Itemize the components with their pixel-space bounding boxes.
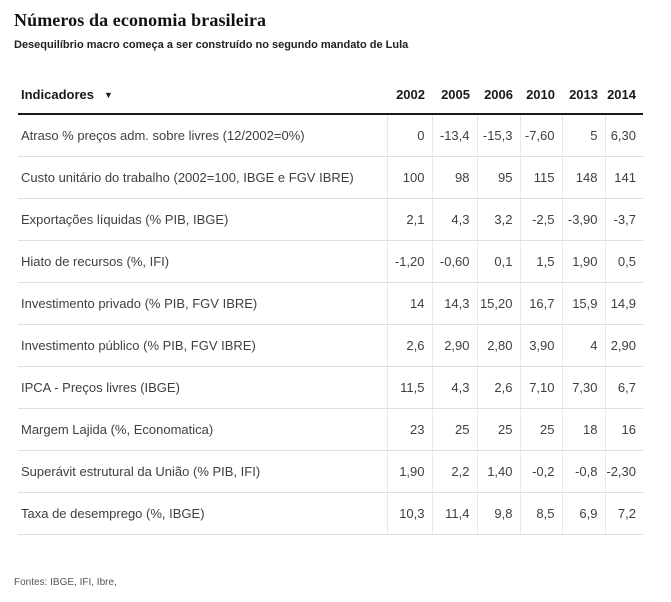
table-row: Exportações líquidas (% PIB, IBGE) 2,1 4,3…: [18, 198, 643, 241]
value-cell: 15,9: [561, 282, 605, 325]
indicators-header-label: Indicadores: [21, 87, 94, 102]
value-cell: 1,90: [386, 450, 432, 493]
value-cell: -7,60: [519, 114, 562, 157]
value-cell: 6,30: [604, 114, 643, 157]
value-cell: 6,9: [561, 492, 605, 535]
table-row: Superávit estrutural da União (% PIB, IF…: [18, 450, 643, 493]
value-cell: 0,1: [476, 240, 520, 283]
column-header-year-2014: 2014: [605, 87, 643, 115]
indicator-label: Margem Lajida (%, Economatica): [18, 408, 387, 451]
value-cell: 9,8: [476, 492, 520, 535]
table-header-row: Indicadores ▼ 2002 2005 2006 2010 2013 2014: [18, 87, 643, 115]
value-cell: -2,30: [604, 450, 643, 493]
value-cell: 14,9: [604, 282, 643, 325]
sources-note: Fontes: IBGE, IFI, Ibre,: [14, 577, 117, 588]
value-cell: -13,4: [431, 114, 477, 157]
sort-descending-icon: ▼: [103, 90, 113, 100]
value-cell: 148: [561, 156, 605, 199]
indicator-label: IPCA - Preços livres (IBGE): [18, 366, 387, 409]
value-cell: 98: [431, 156, 477, 199]
value-cell: 25: [519, 408, 562, 451]
value-cell: 141: [604, 156, 643, 199]
value-cell: 100: [386, 156, 432, 199]
indicator-label: Taxa de desemprego (%, IBGE): [18, 492, 387, 535]
value-cell: 14,3: [431, 282, 477, 325]
value-cell: -0,8: [561, 450, 605, 493]
value-cell: 2,80: [476, 324, 520, 367]
value-cell: 3,90: [519, 324, 562, 367]
column-header-year-2002: 2002: [387, 87, 432, 115]
value-cell: 16: [604, 408, 643, 451]
indicator-label: Hiato de recursos (%, IFI): [18, 240, 387, 283]
column-header-year-2005: 2005: [432, 87, 477, 115]
value-cell: 5: [561, 114, 605, 157]
value-cell: 1,90: [561, 240, 605, 283]
value-cell: 1,5: [519, 240, 562, 283]
value-cell: -0,60: [431, 240, 477, 283]
column-header-year-2013: 2013: [562, 87, 605, 115]
indicators-table: Indicadores ▼ 2002 2005 2006 2010 2013 2014 At…: [18, 87, 643, 535]
column-header-year-2010: 2010: [520, 87, 562, 115]
table-row: Taxa de desemprego (%, IBGE) 10,3 11,4 9,8 8…: [18, 492, 643, 535]
table-row: Custo unitário do trabalho (2002=100, IB…: [18, 156, 643, 199]
value-cell: 15,20: [476, 282, 520, 325]
value-cell: 7,10: [519, 366, 562, 409]
indicator-label: Atraso % preços adm. sobre livres (12/20…: [18, 114, 387, 157]
value-cell: 2,6: [386, 324, 432, 367]
page-title: Números da economia brasileira: [14, 10, 267, 30]
value-cell: -3,7: [604, 198, 643, 241]
value-cell: -1,20: [386, 240, 432, 283]
value-cell: 14: [386, 282, 432, 325]
value-cell: 7,30: [561, 366, 605, 409]
value-cell: 1,40: [476, 450, 520, 493]
value-cell: 0: [386, 114, 432, 157]
value-cell: 18: [561, 408, 605, 451]
value-cell: 23: [386, 408, 432, 451]
indicator-label: Custo unitário do trabalho (2002=100, IB…: [18, 156, 387, 199]
value-cell: 11,5: [386, 366, 432, 409]
value-cell: -3,90: [561, 198, 605, 241]
value-cell: 2,90: [431, 324, 477, 367]
value-cell: 95: [476, 156, 520, 199]
indicator-label: Superávit estrutural da União (% PIB, IF…: [18, 450, 387, 493]
value-cell: 16,7: [519, 282, 562, 325]
value-cell: -2,5: [519, 198, 562, 241]
table-row: Margem Lajida (%, Economatica) 23 25 25 25 18…: [18, 408, 643, 451]
indicator-label: Exportações líquidas (% PIB, IBGE): [18, 198, 387, 241]
value-cell: 2,90: [604, 324, 643, 367]
value-cell: -0,2: [519, 450, 562, 493]
value-cell: 8,5: [519, 492, 562, 535]
value-cell: 7,2: [604, 492, 643, 535]
page-subtitle: Desequilíbrio macro começa a ser constru…: [14, 39, 409, 51]
table-row: Investimento público (% PIB, FGV IBRE) 2,…: [18, 324, 643, 367]
value-cell: 3,2: [476, 198, 520, 241]
value-cell: 6,7: [604, 366, 643, 409]
value-cell: 4,3: [431, 198, 477, 241]
value-cell: -15,3: [476, 114, 520, 157]
table-row: Atraso % preços adm. sobre livres (12/20…: [18, 114, 643, 157]
value-cell: 2,2: [431, 450, 477, 493]
column-header-year-2006: 2006: [477, 87, 520, 115]
indicator-label: Investimento público (% PIB, FGV IBRE): [18, 324, 387, 367]
value-cell: 10,3: [386, 492, 432, 535]
table-row: IPCA - Preços livres (IBGE) 11,5 4,3 2,6 7,1…: [18, 366, 643, 409]
value-cell: 2,1: [386, 198, 432, 241]
value-cell: 25: [431, 408, 477, 451]
table-row: Investimento privado (% PIB, FGV IBRE) 14…: [18, 282, 643, 325]
value-cell: 11,4: [431, 492, 477, 535]
value-cell: 4: [561, 324, 605, 367]
value-cell: 25: [476, 408, 520, 451]
column-header-indicators[interactable]: Indicadores ▼: [18, 87, 387, 115]
value-cell: 4,3: [431, 366, 477, 409]
value-cell: 115: [519, 156, 562, 199]
value-cell: 2,6: [476, 366, 520, 409]
indicator-label: Investimento privado (% PIB, FGV IBRE): [18, 282, 387, 325]
table-row: Hiato de recursos (%, IFI) -1,20 -0,60 0,1 1…: [18, 240, 643, 283]
value-cell: 0,5: [604, 240, 643, 283]
